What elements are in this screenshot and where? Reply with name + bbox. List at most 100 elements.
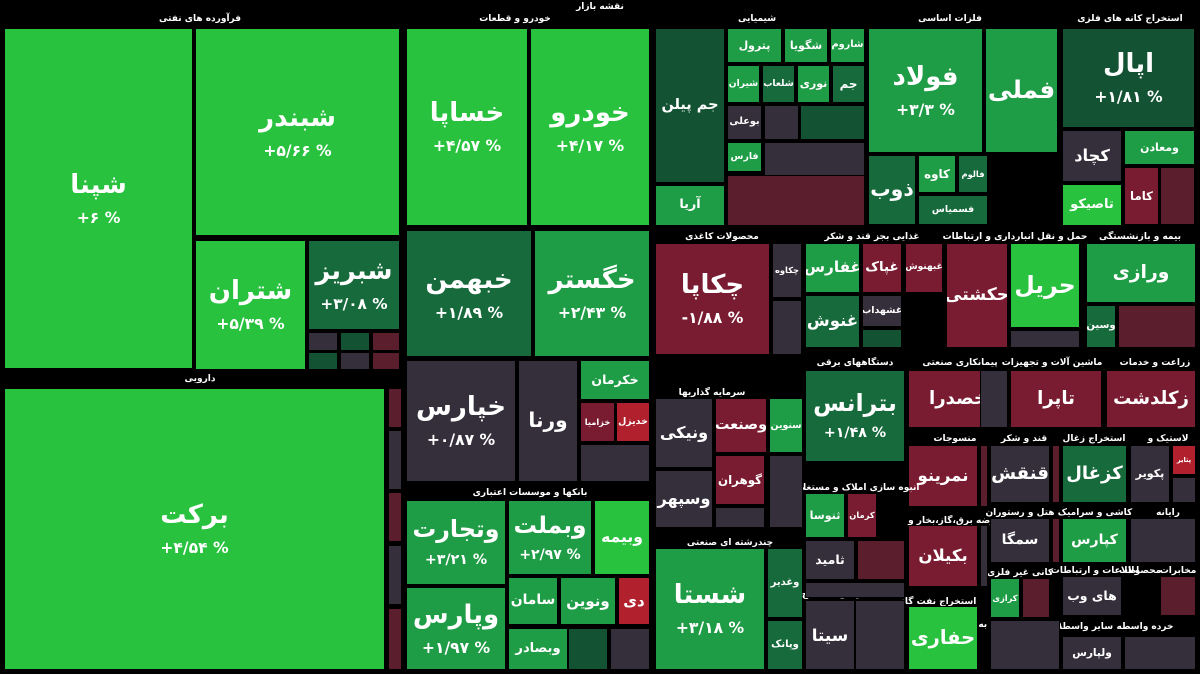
stock-tile: وپانک	[767, 620, 803, 670]
stock-name: ونوین	[566, 591, 610, 610]
stock-change: +۴/۵۷ %	[432, 137, 502, 156]
stock-tile: نمرینو	[908, 445, 978, 507]
filler-tile	[980, 370, 1008, 428]
stock-tile: اپال +۱/۸۱ %	[1062, 28, 1195, 128]
stock-tile: جم پیلن	[655, 28, 725, 183]
stock-name: وصنعت	[715, 417, 767, 434]
stock-name: پتایر	[1176, 455, 1192, 464]
stock-name: خپارس	[416, 392, 506, 423]
stock-name: سنوین	[770, 419, 802, 431]
stock-tile: بکیلان	[908, 525, 978, 587]
sector-label: کاشی و سرامیک	[1057, 508, 1133, 518]
stock-change: +۵/۳۹ %	[216, 315, 285, 334]
stock-name: ومعادن	[1140, 140, 1179, 154]
stock-name: کزغال	[1066, 462, 1123, 484]
stock-name: اپال	[1103, 49, 1154, 80]
filler-tile	[1052, 445, 1060, 503]
filler-tile	[308, 352, 338, 370]
sector-label: استخراج زغال	[1062, 434, 1126, 444]
stock-name: ثامید	[815, 552, 845, 568]
stock-name: شگویا	[789, 38, 823, 52]
stock-name: شستا	[673, 580, 747, 611]
stock-tile: شتران +۵/۳۹ %	[195, 240, 306, 370]
sector-label: خودرو و قطعات	[479, 14, 551, 24]
filler-tile	[1124, 636, 1196, 670]
sector-label: اطلاعات و ارتباطات	[1050, 566, 1140, 576]
map-title: نقشه بازار	[576, 2, 624, 12]
stock-name: شتران	[208, 276, 293, 307]
stock-name: نوری	[799, 77, 828, 91]
stock-name: شپنا	[70, 169, 127, 200]
stock-name: کچاد	[1074, 145, 1110, 165]
filler-tile	[857, 540, 905, 580]
stock-name: غفارس	[805, 258, 860, 277]
sector-label: حمل و نقل انبارداری و ارتباطات	[942, 232, 1088, 242]
stock-tile: خپارس +۰/۸۷ %	[406, 360, 516, 482]
stock-name: فولاد	[892, 61, 959, 92]
filler-tile	[862, 329, 902, 348]
stock-tile: حفاری	[908, 606, 978, 670]
sector-label: محصولات	[1118, 566, 1162, 576]
stock-name: فالوم	[961, 168, 985, 179]
stock-tile: کپارس	[1062, 518, 1127, 563]
stock-tile: ومعادن	[1124, 130, 1195, 165]
stock-tile: غشهداب	[862, 295, 902, 327]
stock-name: جم	[839, 76, 858, 91]
stock-name: خبهمن	[425, 264, 513, 295]
stock-tile: ونوین	[560, 577, 616, 625]
stock-name: خزامیا	[584, 416, 611, 427]
stock-tile: بوعلی	[727, 105, 762, 140]
sector-label: استخراج نفت گاز	[899, 597, 977, 607]
stock-change: +۲/۹۷ %	[519, 546, 581, 563]
stock-tile: غپاک	[862, 243, 902, 293]
filler-tile	[340, 352, 370, 370]
stock-tile: سامان	[508, 577, 558, 625]
sector-label: غذایی بجز قند و شکر	[824, 232, 920, 242]
stock-tile: پکویر	[1130, 445, 1170, 503]
sector-label: منسوجات	[933, 434, 977, 444]
stock-name: سامان	[510, 592, 556, 609]
stock-name: وپانک	[771, 638, 799, 650]
filler-tile	[340, 332, 370, 351]
filler-tile	[388, 492, 402, 542]
stock-tile: چکاپا -۱/۸۸ %	[655, 243, 770, 355]
stock-tile: خدیزل	[616, 402, 650, 442]
stock-tile: قنقش	[990, 445, 1050, 503]
sector-label: فلزات اساسی	[918, 14, 982, 24]
stock-tile: شبندر +۵/۶۶ %	[195, 28, 400, 236]
stock-tile: خودرو +۴/۱۷ %	[530, 28, 650, 226]
stock-tile: شلعاب	[762, 65, 795, 103]
filler-tile	[772, 300, 802, 355]
stock-tile: خگستر +۲/۴۳ %	[534, 230, 650, 357]
stock-change: +۳/۲۱ %	[424, 551, 488, 568]
stock-change: +۱/۸۹ %	[434, 303, 504, 322]
stock-name: غنوش	[806, 311, 859, 331]
stock-tile: آریا	[655, 185, 725, 226]
filler-tile	[855, 600, 905, 670]
stock-tile: وتجارت +۳/۲۱ %	[406, 500, 506, 585]
stock-name: ثنوسا	[809, 508, 841, 522]
stock-tile: چکاوه	[772, 243, 802, 298]
filler-tile	[1160, 167, 1195, 225]
stock-name: وغدیر	[770, 576, 800, 588]
stock-name: خساپا	[429, 98, 505, 129]
stock-name: تاپرا	[1037, 387, 1075, 409]
filler-tile	[764, 105, 799, 140]
stock-tile: سنوین	[769, 398, 803, 453]
stock-tile: ونیکی	[655, 398, 713, 468]
stock-tile: غفارس	[805, 243, 860, 293]
stock-tile: حریل	[1010, 243, 1080, 328]
stock-change: +۶ %	[76, 208, 121, 227]
sector-label: مخابرات	[1159, 566, 1197, 576]
stock-tile: خکرمان	[580, 360, 650, 400]
stock-tile: کرازی	[990, 578, 1020, 618]
stock-tile: وسپهر	[655, 470, 713, 528]
stock-tile: شبریز +۳/۰۸ %	[308, 240, 400, 330]
sector-label: لاستیک و	[1147, 434, 1189, 444]
stock-tile: غبهنوش	[905, 243, 943, 293]
filler-tile	[715, 507, 765, 528]
stock-name: ورنا	[528, 408, 568, 433]
filler-tile	[727, 175, 865, 226]
stock-tile: فالوم	[958, 155, 988, 193]
stock-name: غبهنوش	[905, 262, 943, 273]
